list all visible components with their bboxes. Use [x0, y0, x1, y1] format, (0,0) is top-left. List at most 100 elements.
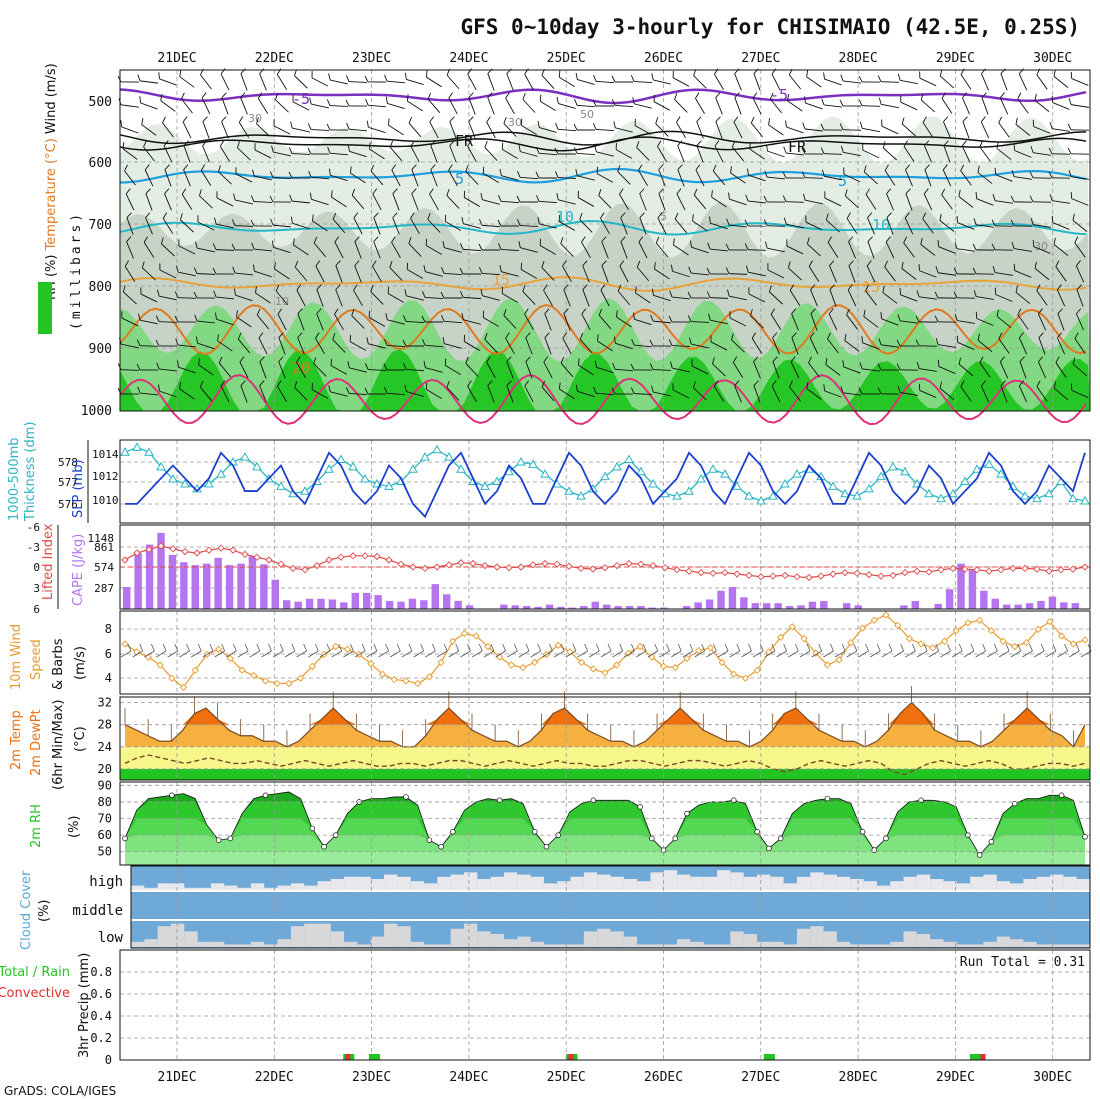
- wind-barb-flag: [782, 195, 787, 202]
- wind-barb-flag: [484, 140, 488, 148]
- wind-barb-shaft: [638, 241, 648, 259]
- wind-barb-flag: [771, 68, 777, 75]
- rh-point: [438, 843, 444, 850]
- pressure-level-label: 500: [89, 95, 112, 110]
- rh-point: [543, 843, 550, 850]
- cloud-low-bar: [410, 941, 425, 947]
- wind-speed-point: [788, 623, 796, 631]
- wind-barb-flag: [577, 358, 580, 366]
- wind-barb: [520, 262, 538, 279]
- wind-barb-shaft: [957, 222, 975, 230]
- wind-barb: [1013, 263, 1032, 278]
- wind-barb-flag: [939, 69, 943, 77]
- wind-barb-flag: [194, 314, 198, 322]
- wind-barb: [579, 332, 593, 354]
- wind-barb-flag: [745, 194, 749, 202]
- wind-barb: [820, 147, 843, 155]
- rh-tick: 80: [98, 795, 112, 809]
- wind-barb-10m-flag: [560, 643, 565, 652]
- thickness-point: [636, 466, 646, 476]
- wind-barb-flag: [905, 164, 911, 171]
- wind-barb: [696, 140, 704, 163]
- wind-barb-shaft: [200, 170, 212, 186]
- wind-barb-shaft: [1038, 337, 1046, 355]
- lifted-point: [733, 570, 741, 578]
- precip-tick: 0.6: [90, 987, 112, 1001]
- wind-barb: [619, 188, 629, 211]
- cloud-low-bar: [384, 923, 398, 947]
- wind-barb-shaft: [216, 296, 234, 300]
- wind-barb: [487, 68, 495, 91]
- wind-barb-shaft: [696, 145, 704, 163]
- wind-barb-10m: [589, 650, 600, 658]
- wind-barb: [238, 116, 250, 138]
- wind-barb-10m-flag: [197, 643, 202, 652]
- wind-barb-flag: [677, 140, 683, 146]
- wind-barb-shaft: [620, 241, 628, 259]
- wind-barb: [943, 140, 951, 163]
- wind-barb-flag: [657, 212, 663, 219]
- wind-barb: [430, 140, 438, 163]
- wind-barb-shaft: [769, 291, 783, 305]
- wind-barb-flag: [236, 310, 238, 318]
- wind-barb-shaft: [962, 121, 970, 139]
- wind-barb-flag: [137, 386, 141, 394]
- wind-barb-flag: [155, 339, 160, 347]
- wind-barb: [214, 217, 234, 229]
- cape-bar: [717, 590, 725, 609]
- thickness-point: [936, 493, 946, 503]
- date-label-bottom: 28DEC: [839, 1070, 878, 1085]
- wind-barb-flag: [159, 263, 161, 271]
- wind-barb-shaft: [789, 386, 801, 402]
- wind-speed-point: [1046, 617, 1054, 626]
- cloud-label: Cloud Cover: [19, 870, 34, 950]
- wind-barb-flag: [137, 313, 141, 321]
- wind-barb-flag: [693, 381, 696, 388]
- wind-barb-flag: [429, 116, 435, 123]
- wind-barb-shaft: [999, 361, 1009, 379]
- wind-barb-flag: [582, 284, 588, 290]
- wind-barb-10m-flag: [209, 643, 214, 652]
- rh-legend-swatch: [38, 282, 52, 334]
- wind-barb-shaft: [487, 97, 495, 115]
- wind-barb: [311, 382, 329, 399]
- isotherm-label: 15: [862, 278, 880, 296]
- wind-barb: [753, 356, 761, 379]
- wind-barb-shaft: [842, 129, 862, 131]
- wind-barb: [886, 212, 894, 235]
- wind-barb: [240, 68, 248, 91]
- wind-barb-flag: [429, 188, 434, 195]
- date-label-top: 21DEC: [157, 51, 196, 66]
- wind-barb: [962, 116, 970, 139]
- cape-bar: [603, 604, 611, 609]
- wind-barb-flag: [499, 265, 502, 272]
- wind-barb-flag: [383, 363, 388, 371]
- wind-barb-flag: [579, 332, 584, 340]
- wind-barb: [316, 284, 324, 307]
- lifted-point: [385, 556, 393, 564]
- wind-barb-shaft: [425, 367, 443, 373]
- thickness-point: [384, 481, 394, 490]
- wind-barb: [825, 357, 841, 376]
- wind-barb-flag: [658, 164, 664, 170]
- wind-barb-flag: [579, 213, 583, 220]
- wind-barb-flag: [216, 191, 218, 198]
- wind-barb-shaft: [884, 170, 896, 186]
- wind-barb-shaft: [1075, 265, 1085, 283]
- wind-barb-flag: [503, 308, 507, 316]
- wind-barb: [638, 236, 648, 259]
- isotherm-line: [119, 374, 1087, 426]
- wind-speed-point: [683, 654, 691, 663]
- wind-barb-flag: [346, 122, 350, 130]
- wind-barb-shaft: [389, 267, 403, 281]
- wind-barb: [918, 264, 937, 278]
- wind-barb-shaft: [900, 392, 918, 396]
- wind-barb: [539, 238, 557, 255]
- wind-barb-shaft: [804, 177, 824, 179]
- wind-barb: [124, 260, 136, 282]
- wind-barb: [143, 140, 155, 162]
- wind-barb-10m-flag: [1064, 643, 1068, 652]
- wind-barb: [467, 140, 477, 163]
- slp-label-a: 1000-500mb: [7, 437, 22, 521]
- cloud-high-bar: [663, 870, 678, 890]
